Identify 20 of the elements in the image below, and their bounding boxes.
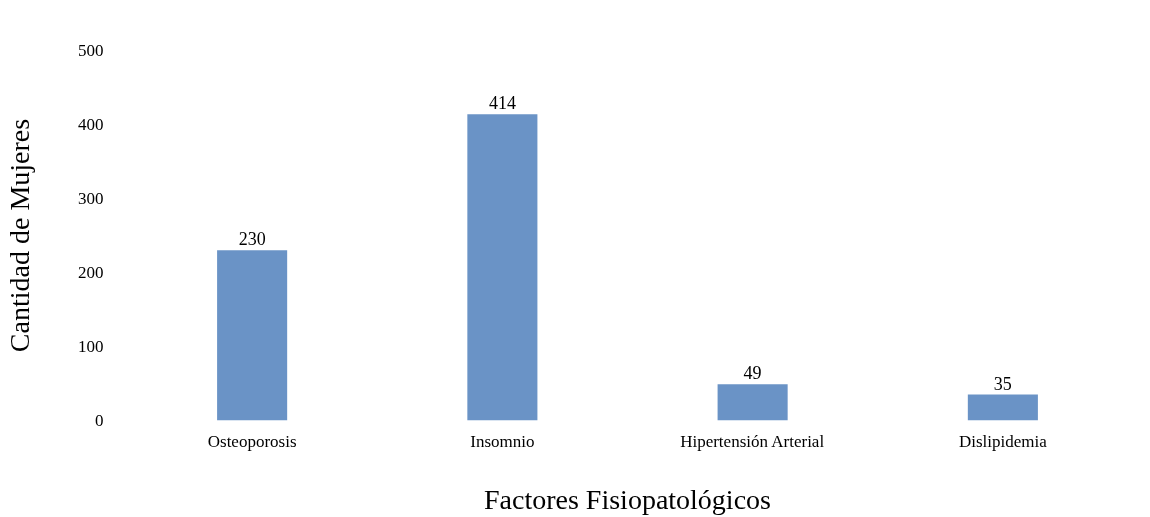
data-label: 414 — [488, 93, 516, 114]
x-axis-title: Factores Fisiopatológicos — [484, 483, 771, 515]
bar — [717, 384, 788, 421]
data-label: 230 — [238, 229, 266, 250]
data-label: 49 — [743, 363, 762, 384]
y-tick-label: 500 — [78, 41, 104, 60]
y-tick-label: 300 — [78, 189, 104, 208]
y-tick-label: 200 — [78, 263, 104, 282]
y-tick-label: 100 — [78, 337, 104, 356]
bar — [217, 250, 288, 421]
y-tick-label: 0 — [95, 411, 104, 430]
y-tick-label: 400 — [78, 115, 104, 134]
x-tick-label: Hipertensión Arterial — [680, 431, 825, 451]
data-label: 35 — [993, 373, 1012, 394]
bar — [467, 114, 538, 421]
y-axis-title: Cantidad de Mujeres — [4, 118, 35, 353]
x-tick-label: Dislipidemia — [958, 431, 1048, 451]
bar — [967, 394, 1038, 421]
x-tick-label: Osteoporosis — [207, 431, 297, 451]
x-tick-label: Insomnio — [470, 431, 535, 451]
